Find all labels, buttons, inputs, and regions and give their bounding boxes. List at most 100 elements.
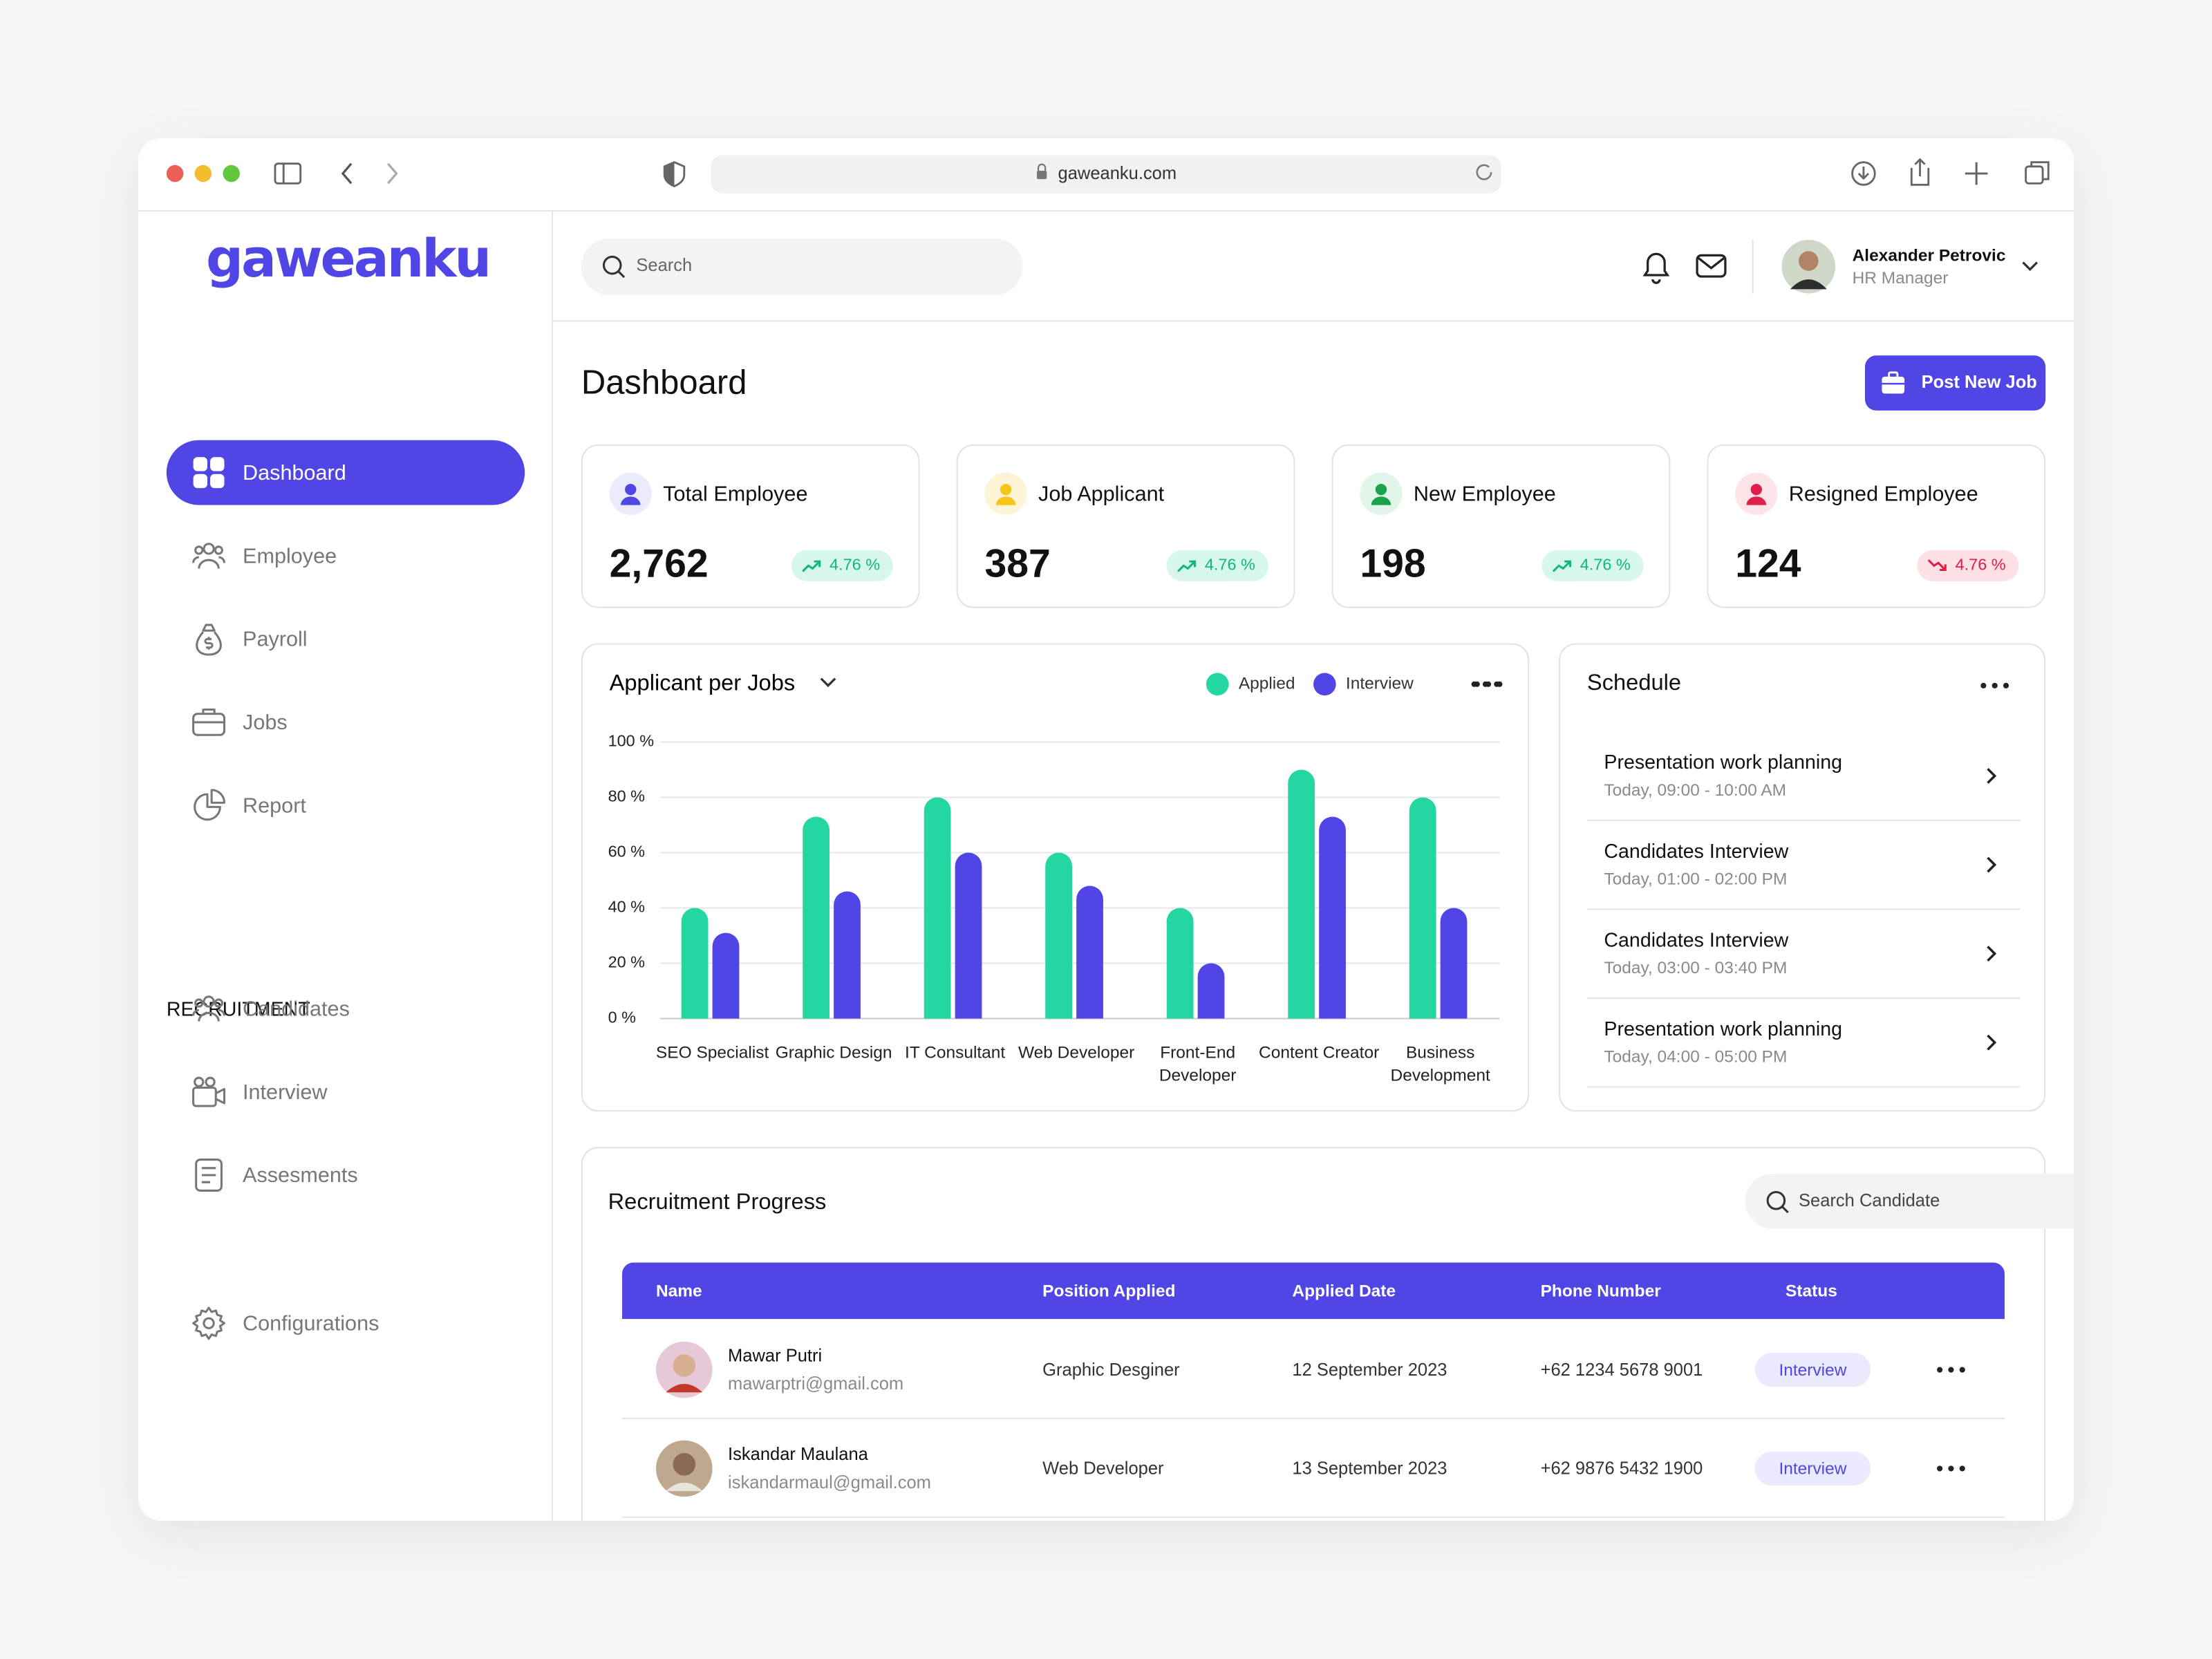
- change-text: 4.76 %: [1204, 557, 1255, 574]
- post-job-button[interactable]: Post New Job: [1864, 355, 2046, 411]
- menu-label: Candidates: [243, 997, 350, 1022]
- stat-change: 4.76 %: [791, 550, 893, 581]
- menu-item[interactable]: Candidates: [167, 976, 525, 1041]
- menu-item[interactable]: Dashboard: [166, 440, 525, 505]
- y-tick-label: 60 %: [608, 843, 646, 861]
- chart-title: Applicant per Jobs: [610, 669, 796, 695]
- browser-window: gaweanku.com gaweanku MAIN MENUDashboard…: [138, 138, 2074, 1521]
- schedule-item[interactable]: Presentation work planning Today, 09:00 -…: [1586, 733, 2021, 821]
- menu-label: Configurations: [243, 1311, 379, 1336]
- stat-icon: [609, 472, 652, 515]
- row-actions[interactable]: [1934, 1364, 1968, 1375]
- toolbar-icons: [166, 155, 2050, 194]
- stat-value: 2,762: [609, 541, 709, 585]
- button-icon: [1882, 371, 1905, 394]
- logo[interactable]: gaweanku: [205, 228, 491, 290]
- chevron-icon: [1987, 1034, 1997, 1051]
- bar: [1319, 816, 1346, 1019]
- schedule-item-time: Today, 04:00 - 05:00 PM: [1604, 1047, 1788, 1067]
- stat-label: Total Employee: [663, 482, 808, 507]
- stat-change: 4.76 %: [1166, 550, 1268, 581]
- search-box[interactable]: Search: [581, 238, 1023, 295]
- url-text[interactable]: gaweanku.com: [1058, 163, 1177, 184]
- more-icon[interactable]: [1474, 681, 1503, 687]
- search-placeholder: Search: [636, 255, 693, 275]
- button-label: Post New Job: [1921, 372, 2037, 393]
- menu-item[interactable]: Employee: [167, 523, 525, 588]
- legend-label: Interview: [1346, 674, 1414, 693]
- menu-icon: [194, 789, 226, 821]
- menu-icon: [195, 1159, 223, 1192]
- x-tick-label: Content Creator: [1259, 1042, 1380, 1062]
- table-row: Iskandar Maulana iskandarmaul@gmail.com We…: [622, 1418, 2005, 1518]
- menu-item[interactable]: Report: [167, 773, 525, 838]
- column-header: Applied Date: [1292, 1281, 1396, 1301]
- stat-label: New Employee: [1413, 482, 1556, 507]
- schedule-item[interactable]: Presentation work planning Today, 04:00 -…: [1586, 1000, 2021, 1088]
- menu-item[interactable]: Payroll: [167, 607, 525, 672]
- stat-value: 198: [1360, 541, 1426, 585]
- bar: [955, 852, 982, 1019]
- stat-value: 124: [1735, 541, 1801, 585]
- row-actions[interactable]: [1934, 1463, 1968, 1474]
- bar: [834, 891, 861, 1019]
- bar: [1440, 908, 1468, 1019]
- legend-label: Applied: [1239, 674, 1295, 693]
- bar: [1045, 852, 1073, 1019]
- schedule-item-title: Candidates Interview: [1604, 839, 1789, 862]
- menu-item[interactable]: Jobs: [167, 690, 525, 755]
- top-header: Search Alexander Petrovic HR Manager: [553, 212, 2074, 322]
- menu-icon: [192, 543, 226, 569]
- bar: [1076, 885, 1103, 1019]
- menu-label: Jobs: [243, 711, 288, 735]
- menu-icon: [192, 708, 226, 736]
- user-role: HR Manager: [1852, 268, 1949, 288]
- cell-phone: +62 9876 5432 1900: [1540, 1459, 1703, 1479]
- cell-position: Graphic Desginer: [1042, 1360, 1180, 1380]
- x-tick-label: Front-End Developer: [1159, 1042, 1237, 1085]
- stat-change: 4.76 %: [1541, 550, 1644, 581]
- header-icons: [1642, 252, 1727, 284]
- column-header: Position Applied: [1042, 1281, 1176, 1301]
- menu-item[interactable]: Assesments: [167, 1143, 525, 1208]
- stat-card: Total Employee 2,762 4.76 %: [581, 444, 920, 608]
- stat-icon: [984, 472, 1027, 515]
- dot: [1485, 681, 1492, 687]
- schedule-item-title: Candidates Interview: [1604, 928, 1789, 951]
- candidate-avatar: [655, 1341, 713, 1398]
- chart: Applicant per Jobs 0 % 20 % 40 % 60 % 80 % 10…: [608, 669, 1503, 1027]
- column-header: Status: [1785, 1281, 1837, 1301]
- chevron-icon: [1987, 946, 1997, 962]
- schedule-item[interactable]: Candidates Interview Today, 01:00 - 02:00…: [1586, 823, 2021, 910]
- dot: [1474, 681, 1480, 687]
- x-tick-label: SEO Specialist: [655, 1042, 769, 1062]
- schedule-title: Schedule: [1586, 671, 1682, 696]
- search-icon: [1766, 1190, 1789, 1214]
- schedule-item[interactable]: Candidates Interview Today, 03:00 - 03:40…: [1586, 911, 2021, 999]
- cell-date: 13 September 2023: [1292, 1459, 1447, 1479]
- user-menu-chevron[interactable]: [2020, 256, 2040, 276]
- bar: [712, 932, 740, 1019]
- user-avatar[interactable]: [1781, 238, 1837, 295]
- schedule-item-time: Today, 09:00 - 10:00 AM: [1604, 780, 1787, 800]
- search-placeholder: Search Candidate: [1799, 1190, 1940, 1211]
- change-text: 4.76 %: [1955, 557, 2006, 574]
- candidate-avatar: [655, 1440, 713, 1497]
- more-icon[interactable]: [1978, 676, 2012, 696]
- chevron-icon: [1987, 856, 1997, 873]
- chart-card: Applicant per Jobs 0 % 20 % 40 % 60 % 80 % 10…: [581, 643, 1530, 1112]
- table-row: Mawar Putri mawarptri@gmail.com Graphic De…: [622, 1319, 2005, 1420]
- bar: [803, 816, 830, 1019]
- sidebar: gaweanku MAIN MENUDashboardEmployeePayro…: [138, 212, 553, 1521]
- legend-swatch: [1313, 673, 1336, 696]
- cell-position: Web Developer: [1042, 1459, 1164, 1479]
- menu-item[interactable]: Interview: [167, 1060, 525, 1125]
- bar: [924, 797, 951, 1019]
- chevron-icon: [1987, 768, 1997, 784]
- schedule-item-time: Today, 01:00 - 02:00 PM: [1604, 869, 1788, 889]
- menu-item[interactable]: Configurations: [167, 1291, 525, 1356]
- candidate-name: Mawar Putri: [728, 1345, 823, 1366]
- browser-toolbar: gaweanku.com: [138, 138, 2074, 212]
- candidate-search[interactable]: Search Candidate: [1745, 1173, 2074, 1229]
